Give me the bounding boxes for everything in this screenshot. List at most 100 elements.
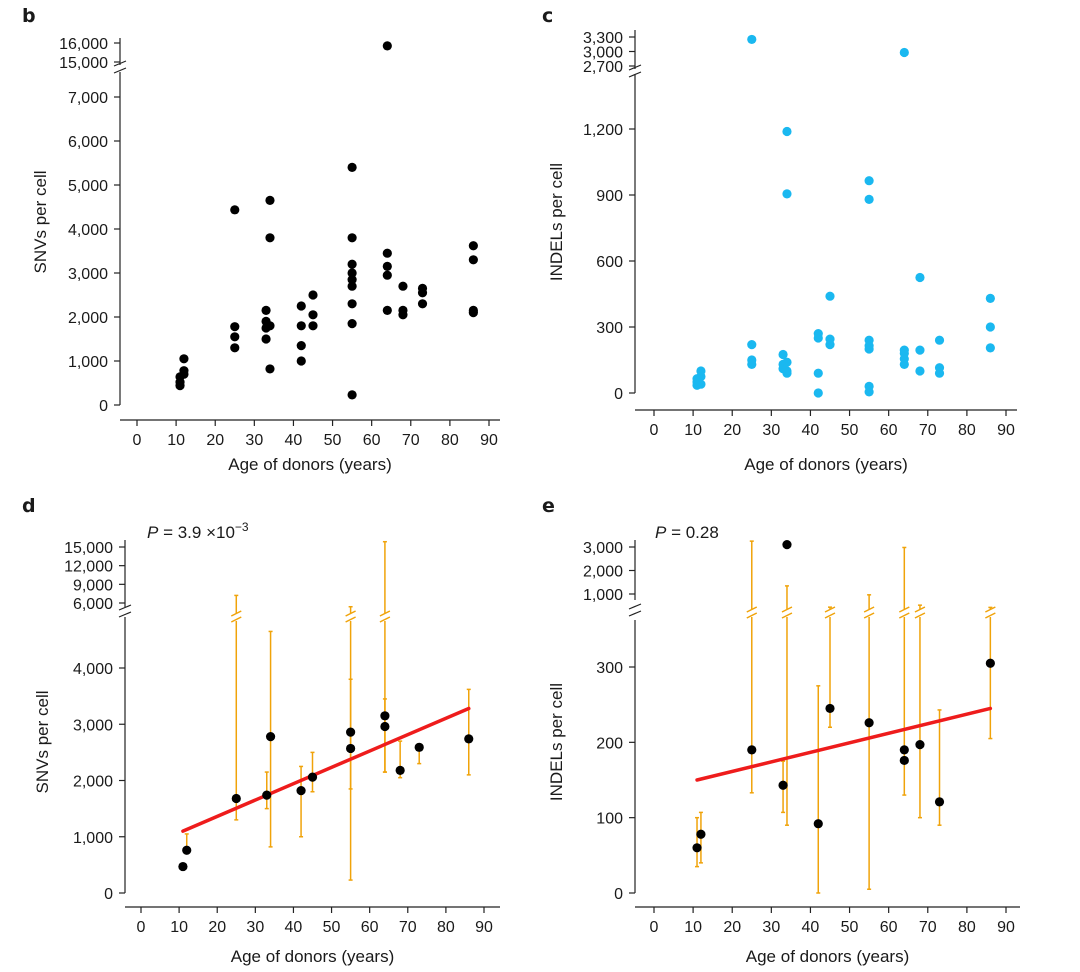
y-tick-label: 9,000 <box>73 577 113 594</box>
data-point <box>985 343 995 353</box>
x-tick-label: 60 <box>880 919 898 936</box>
y-tick-label: 4,000 <box>68 222 108 239</box>
y-tick-label: 0 <box>99 398 108 415</box>
y-tick-label: 100 <box>596 811 623 828</box>
error-bar-break-icon <box>345 610 356 623</box>
data-point <box>308 310 318 320</box>
x-tick-label: 20 <box>206 432 224 449</box>
x-tick-label: 60 <box>880 422 898 439</box>
data-point <box>464 734 474 744</box>
y-tick-label: 2,000 <box>73 774 113 791</box>
error-bar-gap <box>780 609 793 617</box>
error-bar-break-icon <box>824 606 836 619</box>
y-tick-label: 6,000 <box>68 134 108 151</box>
x-tick-label: 40 <box>802 919 820 936</box>
data-point <box>985 293 995 303</box>
data-point <box>782 357 792 367</box>
x-tick-label: 90 <box>997 919 1015 936</box>
y-tick-label: 200 <box>596 735 623 752</box>
data-point <box>347 319 357 329</box>
data-point <box>265 195 275 205</box>
x-tick-label: 30 <box>762 919 780 936</box>
data-point <box>178 861 188 872</box>
x-axis-title: Age of donors (years) <box>231 947 394 966</box>
x-tick-label: 80 <box>437 919 455 936</box>
y-tick-label: 12,000 <box>64 559 113 576</box>
panel-letter-d: d <box>22 495 36 517</box>
data-point <box>825 334 835 344</box>
data-point <box>380 711 390 721</box>
x-tick-label: 30 <box>246 919 264 936</box>
data-point <box>382 41 392 51</box>
data-point <box>468 305 478 315</box>
x-tick-label: 50 <box>841 422 859 439</box>
data-point <box>696 829 706 839</box>
data-point <box>915 345 925 355</box>
regression-line <box>181 706 471 833</box>
data-point <box>417 283 428 293</box>
y-tick-label: 3,000 <box>68 266 108 283</box>
error-bar-gap <box>898 609 911 617</box>
data-point <box>308 290 318 300</box>
x-axis-title: Age of donors (years) <box>746 947 909 966</box>
y-axis-title: INDELs per cell <box>547 163 566 281</box>
data-point <box>825 703 835 714</box>
panel-c: c 0 10 20 30 40 50 60 70 80 90 Age of donors (years… <box>542 5 1017 474</box>
y-tick-label: 5,000 <box>68 178 108 195</box>
y-tick-label: 15,000 <box>59 55 108 72</box>
y-tick-label: 16,000 <box>59 36 108 53</box>
x-tick-label: 70 <box>919 422 937 439</box>
data-point <box>915 739 925 750</box>
data-point <box>347 281 357 291</box>
data-point <box>747 340 757 350</box>
x-tick-label: 70 <box>402 432 420 449</box>
data-point <box>398 305 408 315</box>
data-point <box>395 765 405 775</box>
data-point <box>382 270 392 280</box>
y-axis-break-icon <box>113 60 127 74</box>
x-tick-label: 70 <box>919 919 937 936</box>
data-point <box>915 366 925 376</box>
error-bar-break-icon <box>985 606 996 619</box>
data-point <box>899 745 909 755</box>
data-point <box>899 755 909 766</box>
data-point <box>747 34 757 45</box>
data-point <box>308 321 318 331</box>
x-tick-label: 80 <box>441 432 459 449</box>
p-value-annotation: P = 3.9 ×10−3 <box>147 520 249 542</box>
x-tick-label: 20 <box>723 919 741 936</box>
data-point <box>696 366 706 376</box>
x-tick-label: 60 <box>361 919 379 936</box>
data-point <box>864 335 874 345</box>
x-tick-label: 50 <box>324 432 342 449</box>
y-tick-label: 3,300 <box>583 30 623 47</box>
data-point <box>778 780 788 790</box>
error-bar-gap <box>230 613 243 621</box>
data-point <box>934 363 945 373</box>
data-point <box>262 790 272 800</box>
x-tick-label: 50 <box>323 919 341 936</box>
data-point <box>813 368 823 378</box>
x-tick-label: 30 <box>762 422 780 439</box>
data-point <box>813 819 823 829</box>
data-point <box>778 349 788 360</box>
data-point <box>347 162 357 172</box>
regression-line <box>695 706 993 782</box>
error-bar-gap <box>863 609 876 617</box>
data-point <box>985 322 995 332</box>
data-point <box>985 658 995 668</box>
x-tick-label: 10 <box>170 919 188 936</box>
panel-letter-c: c <box>542 5 553 27</box>
data-point <box>864 718 874 728</box>
data-point <box>398 281 408 291</box>
data-point <box>864 381 874 391</box>
x-axis-title: Age of donors (years) <box>228 455 391 474</box>
y-tick-label: 900 <box>596 188 623 205</box>
data-point <box>296 356 306 366</box>
data-point <box>307 772 318 782</box>
data-point <box>261 305 271 315</box>
data-point <box>265 364 275 374</box>
data-point <box>230 205 240 215</box>
data-point <box>782 126 792 137</box>
